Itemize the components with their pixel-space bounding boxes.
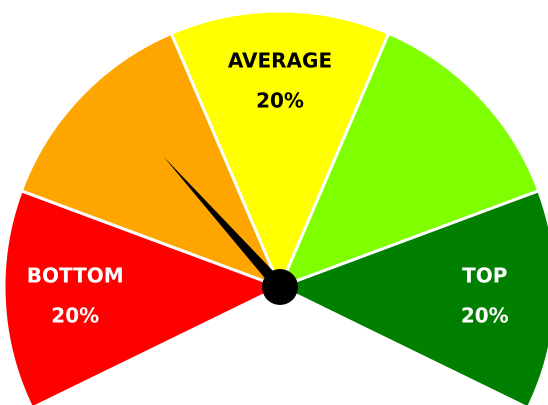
segment-value: 20%	[461, 304, 509, 328]
segment-value: 20%	[51, 304, 99, 328]
segment-label: BOTTOM	[27, 264, 124, 288]
needle	[163, 156, 285, 291]
needle-hub	[262, 269, 298, 305]
segment-value: 20%	[256, 89, 304, 113]
gauge-segment	[276, 188, 548, 405]
gauge-segment	[2, 188, 284, 405]
gauge-segment	[169, 9, 391, 291]
segment-label: TOP	[462, 264, 507, 288]
gauge-segment	[19, 31, 283, 290]
gauge-segment	[277, 31, 541, 290]
segment-label: AVERAGE	[228, 49, 332, 73]
